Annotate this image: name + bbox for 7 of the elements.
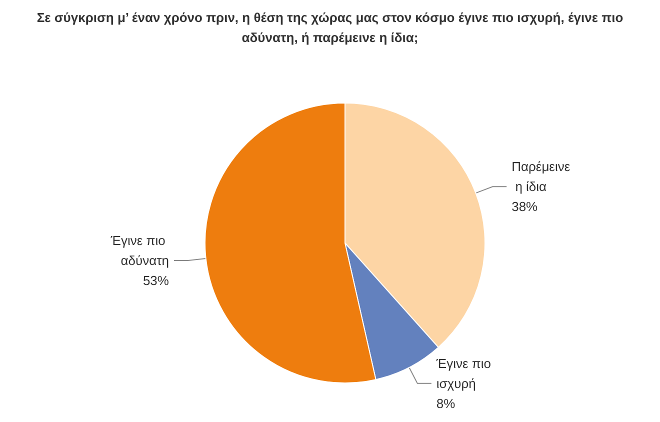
slice-label: Έγινε πιο ισχυρή: [435, 356, 495, 391]
data-label: 38%: [512, 199, 538, 214]
chart-title: Σε σύγκριση μ’ έναν χρόνο πριν, η θέση της χώρας μας στον κόσμο έγινε πιο ισχυρή, έγινε πιο αδύνατη, ή παρέμεινε η ίδια;: [36, 9, 624, 47]
slice-label: Παρέμεινε η ίδια: [512, 159, 570, 194]
data-label: 53%: [142, 273, 170, 288]
data-label: 8%: [436, 396, 456, 411]
slice-label: Έγινε πιο αδύνατη: [110, 233, 169, 268]
